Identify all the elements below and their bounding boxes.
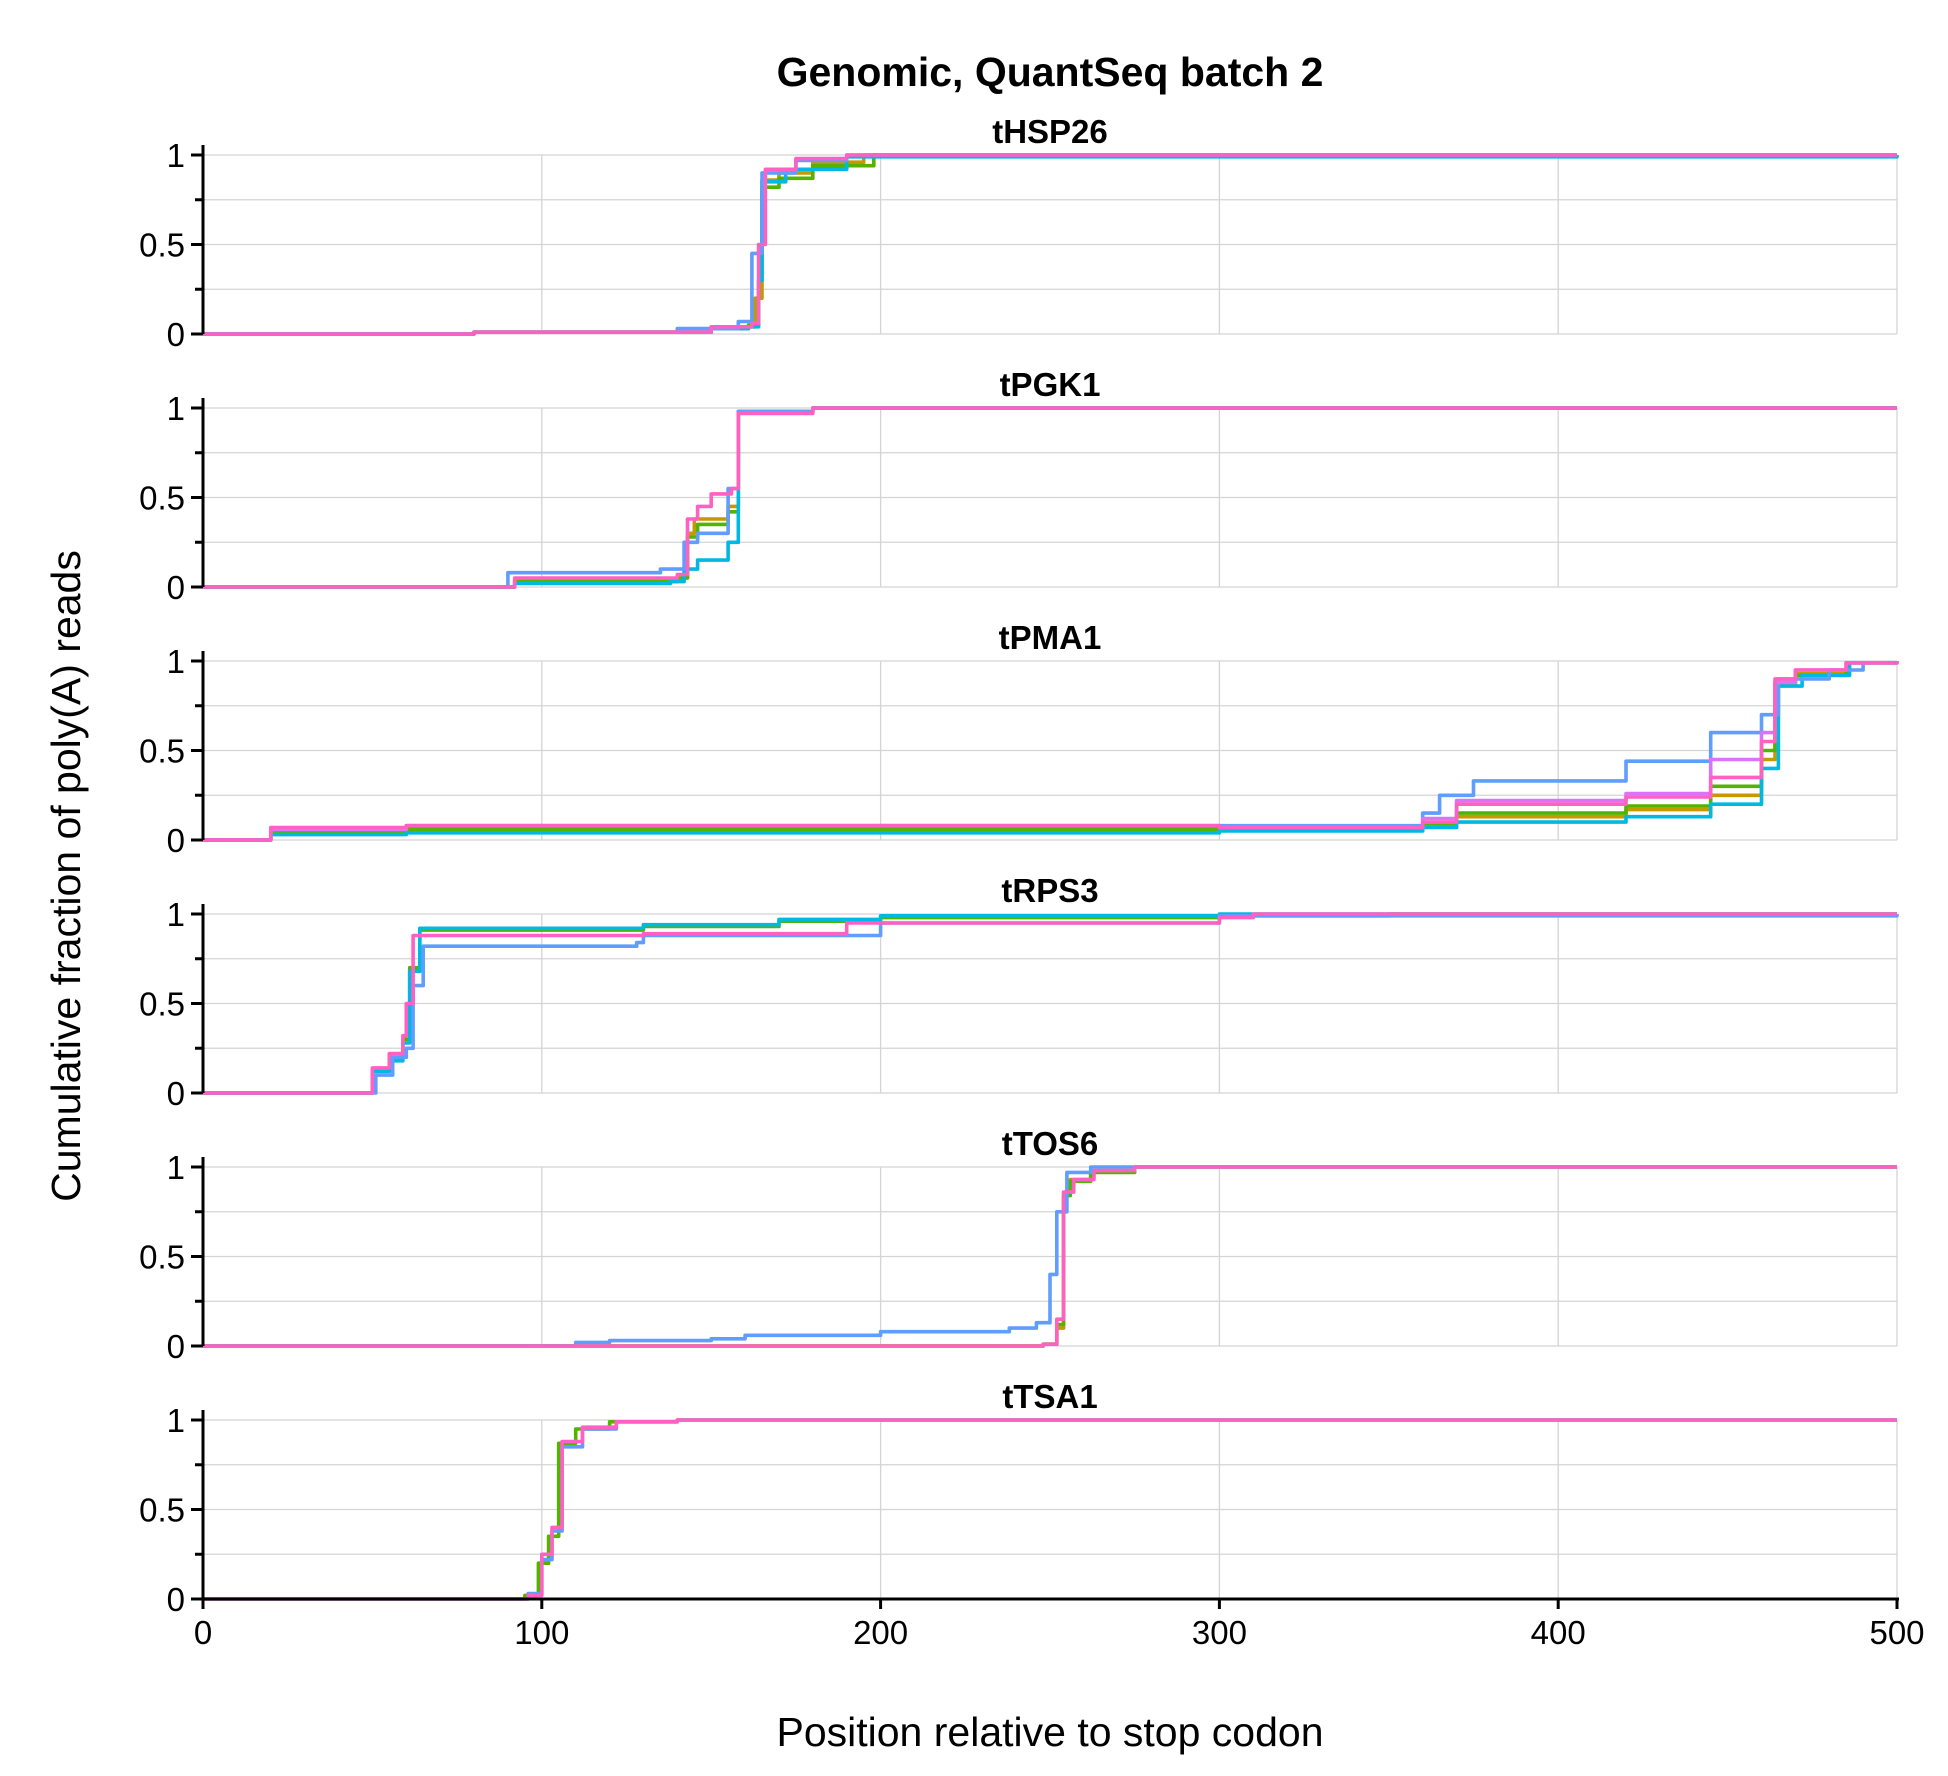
y-tick-label: 1 [167, 1402, 185, 1439]
series-line [203, 406, 1897, 589]
panel-tTSA1: tTSA1 0 0.5 1 0 100 200 300 400 500 [139, 1378, 1924, 1651]
panel-tHSP26: tHSP26 0 0.5 1 [139, 113, 1899, 353]
y-tick-label: 1 [167, 896, 185, 933]
panel-title: tRPS3 [1001, 872, 1098, 909]
series-line [203, 1418, 1897, 1601]
panel-tPMA1: tPMA1 0 0.5 1 [139, 619, 1899, 859]
y-axis-label: Cumulative fraction of poly(A) reads [43, 550, 89, 1202]
series-line [203, 661, 1899, 842]
x-tick-label: 500 [1869, 1614, 1924, 1651]
panel-title: tPMA1 [999, 619, 1102, 656]
y-tick-label: 0 [167, 1581, 185, 1618]
series-line [203, 912, 1897, 1095]
y-tick-label: 1 [167, 1149, 185, 1186]
y-tick-label: 0.5 [139, 1492, 185, 1529]
x-tick-label: 100 [514, 1614, 569, 1651]
y-tick-label: 1 [167, 643, 185, 680]
y-tick-label: 0.5 [139, 227, 185, 264]
y-tick-label: 0.5 [139, 1239, 185, 1276]
chart-title: Genomic, QuantSeq batch 2 [777, 49, 1324, 95]
panel-tPGK1: tPGK1 0 0.5 1 [139, 366, 1898, 606]
panel-tTOS6: tTOS6 0 0.5 1 [139, 1125, 1898, 1365]
y-tick-label: 0 [167, 1328, 185, 1365]
y-tick-label: 0 [167, 1075, 185, 1112]
y-tick-label: 0 [167, 822, 185, 859]
panel-title: tPGK1 [1000, 366, 1101, 403]
y-tick-label: 0.5 [139, 986, 185, 1023]
panels-group: tHSP26 0 0.5 1 tPGK1 0 0.5 1 tPMA1 0 0.5 1 tRPS3 0 0.5… [139, 113, 1924, 1651]
series-line [203, 153, 1897, 336]
y-tick-label: 1 [167, 390, 185, 427]
x-tick-label: 300 [1192, 1614, 1247, 1651]
y-tick-label: 0.5 [139, 480, 185, 517]
panel-tRPS3: tRPS3 0 0.5 1 [139, 872, 1899, 1112]
x-tick-label: 200 [853, 1614, 908, 1651]
y-tick-label: 1 [167, 137, 185, 174]
series-line [203, 1165, 1897, 1348]
y-tick-label: 0.5 [139, 733, 185, 770]
series-line [203, 1165, 1897, 1348]
panel-title: tHSP26 [992, 113, 1108, 150]
panel-title: tTSA1 [1002, 1378, 1097, 1415]
x-tick-label: 0 [194, 1614, 212, 1651]
x-axis-label: Position relative to stop codon [777, 1709, 1324, 1755]
y-tick-label: 0 [167, 569, 185, 606]
y-tick-label: 0 [167, 316, 185, 353]
panel-title: tTOS6 [1002, 1125, 1099, 1162]
series-line [203, 912, 1897, 1095]
series-line [203, 661, 1899, 842]
x-tick-label: 400 [1531, 1614, 1586, 1651]
